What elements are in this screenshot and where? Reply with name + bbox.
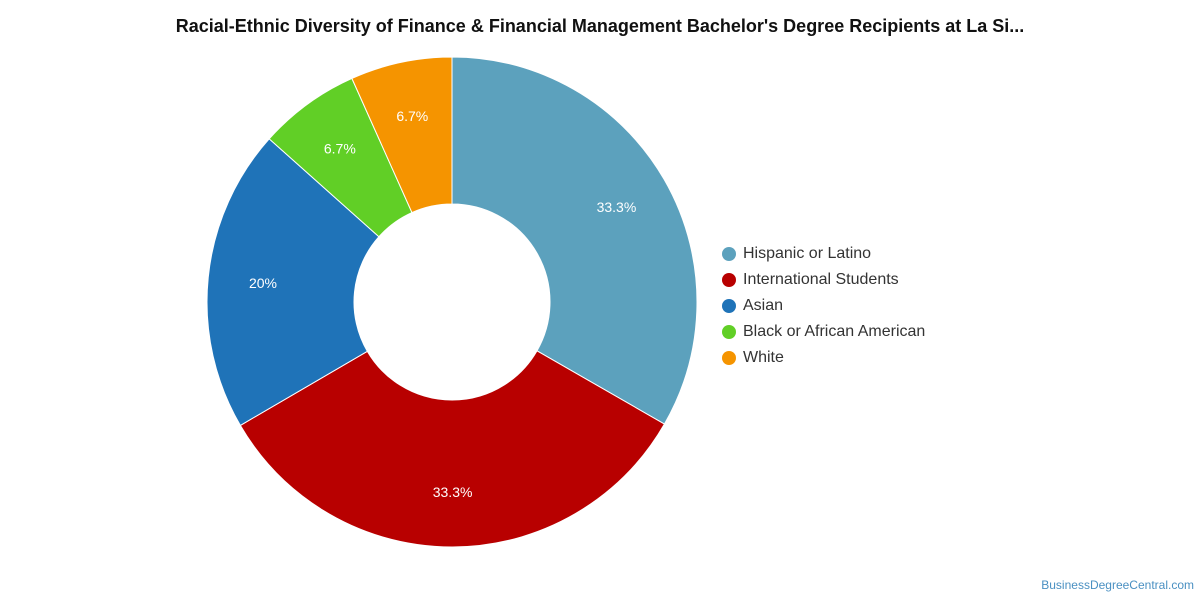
legend-item-black[interactable]: Black or African American [722, 319, 925, 345]
slice-international[interactable] [239, 350, 666, 548]
source-credit-link[interactable]: BusinessDegreeCentral.com [1041, 578, 1194, 592]
legend-label: International Students [743, 271, 899, 288]
legend-swatch [722, 325, 736, 339]
legend-item-international[interactable]: International Students [722, 267, 925, 293]
legend-swatch [722, 247, 736, 261]
slice-label: 6.7% [324, 141, 356, 157]
slice-asian[interactable] [206, 138, 380, 427]
legend-label: White [743, 349, 784, 366]
slice-label: 6.7% [396, 108, 428, 124]
chart-title: Racial-Ethnic Diversity of Finance & Fin… [175, 16, 1025, 36]
legend-item-hispanic[interactable]: Hispanic or Latino [722, 241, 925, 267]
legend-label: Asian [743, 297, 784, 314]
legend-label: Hispanic or Latino [743, 245, 872, 262]
legend-swatch [722, 299, 736, 313]
slice-hispanic[interactable] [451, 56, 698, 425]
legend-swatch [722, 273, 736, 287]
slice-white[interactable] [351, 56, 453, 214]
slice-label: 20% [249, 275, 277, 291]
slice-label: 33.3% [597, 199, 637, 215]
legend-swatch [722, 351, 736, 365]
legend-item-asian[interactable]: Asian [722, 293, 925, 319]
legend-label: Black or African American [743, 323, 926, 340]
slice-label: 33.3% [433, 484, 473, 500]
chart-legend: Hispanic or Latino International Student… [722, 241, 925, 371]
legend-item-white[interactable]: White [722, 345, 925, 371]
